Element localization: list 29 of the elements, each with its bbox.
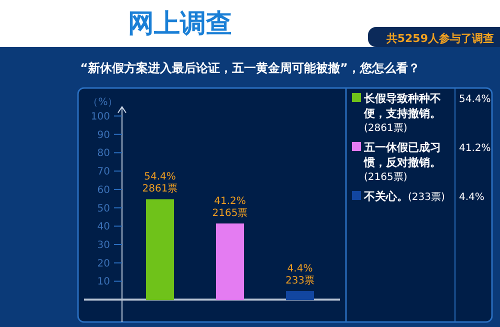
y-tick-label: 20 bbox=[97, 258, 110, 270]
annotation: 41.2% bbox=[214, 196, 246, 207]
y-tick-label: 50 bbox=[97, 203, 110, 214]
y-tick-label: 80 bbox=[97, 148, 110, 160]
y-tick-label: 100 bbox=[90, 112, 110, 122]
text: 2165票 bbox=[212, 208, 248, 219]
text: 54.4% bbox=[459, 94, 491, 105]
chart-subtitle: “新休假方案进入最后论证，五一黄金周可能被撤”，您怎么看？ bbox=[80, 61, 420, 75]
text: 共5259人参与了调查 bbox=[385, 32, 494, 45]
y-tick-label: 70 bbox=[97, 166, 110, 178]
text: 2861票 bbox=[142, 184, 178, 195]
annotation: 4.4% bbox=[287, 264, 313, 275]
chart-title: 网上调查 bbox=[128, 9, 232, 39]
y-tick-label: 10 bbox=[97, 276, 110, 288]
y-axis-title: （%） bbox=[88, 96, 118, 108]
y-tick-label: 90 bbox=[97, 130, 110, 141]
legend-label: 不关心。 bbox=[363, 190, 408, 203]
y-tick-label: 30 bbox=[97, 240, 110, 252]
legend-label: 长假导致种种不便，支持撤销。 bbox=[363, 92, 441, 120]
y-tick-label: 60 bbox=[97, 184, 110, 196]
text: (2165票) bbox=[364, 172, 408, 183]
text: 41.2% bbox=[459, 143, 491, 154]
y-tick-label: 40 bbox=[97, 222, 110, 233]
text: (2861票) bbox=[364, 123, 408, 134]
annotation: 54.4% bbox=[144, 172, 176, 183]
legend-label: 五一休假已成习惯，反对撤销。 bbox=[363, 141, 441, 169]
text: (233票) bbox=[408, 192, 445, 203]
text: 4.4% bbox=[459, 192, 484, 203]
text: 233票 bbox=[285, 276, 315, 287]
